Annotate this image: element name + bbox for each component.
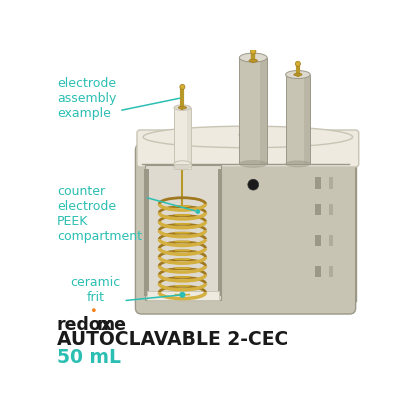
FancyBboxPatch shape xyxy=(304,74,310,164)
Ellipse shape xyxy=(179,292,186,298)
FancyBboxPatch shape xyxy=(144,169,149,296)
Polygon shape xyxy=(239,135,257,144)
Ellipse shape xyxy=(249,59,258,62)
Ellipse shape xyxy=(174,165,191,169)
Ellipse shape xyxy=(196,209,200,214)
Ellipse shape xyxy=(178,106,186,109)
Ellipse shape xyxy=(92,308,96,312)
Ellipse shape xyxy=(250,49,256,54)
Ellipse shape xyxy=(285,161,310,167)
FancyBboxPatch shape xyxy=(285,74,310,164)
FancyBboxPatch shape xyxy=(136,144,356,314)
Ellipse shape xyxy=(295,61,300,66)
Ellipse shape xyxy=(248,179,259,190)
FancyBboxPatch shape xyxy=(315,235,321,246)
FancyBboxPatch shape xyxy=(329,265,333,277)
Ellipse shape xyxy=(174,161,191,167)
Text: AUTOCLAVABLE 2-CEC: AUTOCLAVABLE 2-CEC xyxy=(57,330,288,349)
Ellipse shape xyxy=(174,105,191,110)
Text: me: me xyxy=(97,316,127,334)
Ellipse shape xyxy=(143,126,353,148)
FancyBboxPatch shape xyxy=(260,58,267,164)
FancyBboxPatch shape xyxy=(315,265,321,277)
Text: 50 mL: 50 mL xyxy=(57,348,121,367)
FancyBboxPatch shape xyxy=(147,291,219,300)
FancyBboxPatch shape xyxy=(329,235,333,246)
Ellipse shape xyxy=(294,73,302,76)
Text: redox: redox xyxy=(57,316,113,334)
FancyBboxPatch shape xyxy=(315,177,321,188)
Text: ceramic
frit: ceramic frit xyxy=(70,275,180,304)
FancyBboxPatch shape xyxy=(329,177,333,188)
FancyBboxPatch shape xyxy=(329,204,333,215)
Ellipse shape xyxy=(180,84,185,89)
Ellipse shape xyxy=(239,161,267,167)
FancyBboxPatch shape xyxy=(174,108,191,167)
Ellipse shape xyxy=(285,71,310,79)
Text: electrode
assembly
example: electrode assembly example xyxy=(57,77,180,120)
Polygon shape xyxy=(349,149,357,308)
FancyBboxPatch shape xyxy=(315,204,321,215)
FancyBboxPatch shape xyxy=(146,166,221,300)
FancyBboxPatch shape xyxy=(239,58,267,164)
Text: counter
electrode
PEEK
compartment: counter electrode PEEK compartment xyxy=(57,185,195,243)
FancyBboxPatch shape xyxy=(218,169,223,296)
FancyBboxPatch shape xyxy=(174,164,191,169)
FancyBboxPatch shape xyxy=(187,108,191,167)
FancyBboxPatch shape xyxy=(137,130,359,167)
Ellipse shape xyxy=(239,53,267,62)
